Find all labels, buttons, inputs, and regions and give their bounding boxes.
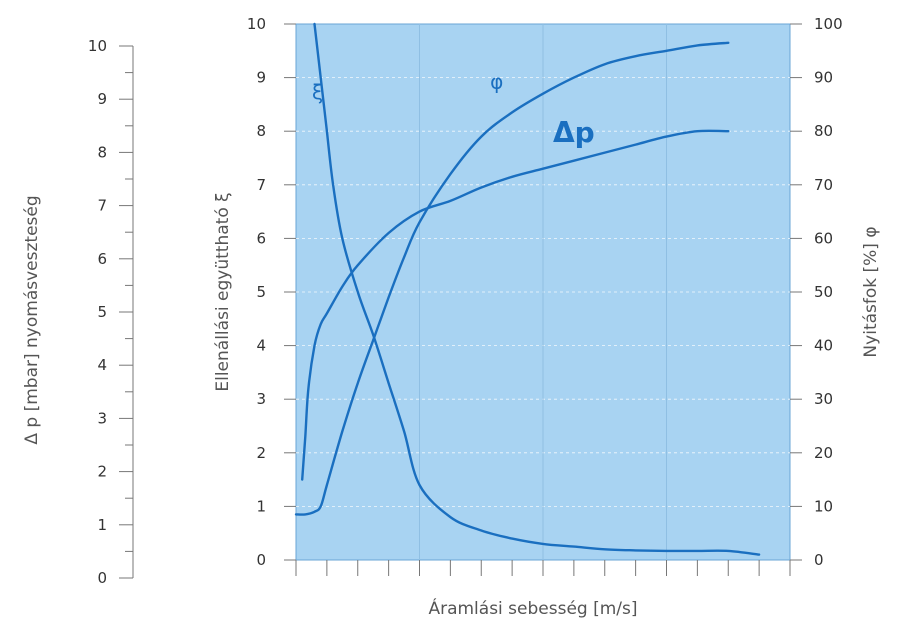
right-tick-label: 40 — [814, 337, 833, 355]
outer-left-tick-label: 9 — [97, 90, 107, 108]
series — [294, 22, 761, 556]
inner-left-tick-label: 2 — [256, 444, 266, 462]
series-label-phi: φ — [490, 69, 503, 93]
right-tick-label: 30 — [814, 390, 833, 408]
series-line-delta-p — [301, 129, 730, 481]
outer-left-tick-label: 8 — [97, 143, 107, 161]
inner-left-tick-label: 5 — [256, 283, 266, 301]
outer-left-tick-label: 0 — [97, 569, 107, 587]
inner-left-tick-label: 0 — [256, 551, 266, 569]
inner-left-tick-label: 8 — [256, 122, 266, 140]
inner-left-tick-label: 1 — [256, 497, 266, 515]
right-tick-label: 90 — [814, 69, 833, 87]
grid — [296, 24, 790, 560]
x-axis-title: Áramlási sebesség [m/s] — [428, 597, 637, 619]
right-tick-label: 100 — [814, 15, 843, 33]
right-tick-label: 0 — [814, 551, 824, 569]
outer-left-tick-label: 5 — [97, 303, 107, 321]
inner-left-tick-label: 9 — [256, 69, 266, 87]
outer-left-tick-label: 2 — [97, 463, 107, 481]
series-label-delta-p: Δp — [553, 116, 595, 149]
outer-left-axis-title: Δ p [mbar] nyomásveszteség — [22, 195, 42, 444]
inner-left-tick-label: 10 — [247, 15, 266, 33]
axes: 0123456789100123456789100102030405060708… — [88, 15, 843, 587]
labels: Áramlási sebesség [m/s] Δ p [mbar] nyomás… — [22, 69, 881, 619]
series-line-xi — [313, 22, 761, 556]
outer-left-tick-label: 10 — [88, 37, 107, 55]
outer-left-tick-label: 1 — [97, 516, 107, 534]
right-tick-label: 10 — [814, 497, 833, 515]
inner-left-tick-label: 6 — [256, 229, 266, 247]
right-tick-label: 80 — [814, 122, 833, 140]
inner-left-tick-label: 7 — [256, 176, 266, 194]
inner-left-tick-label: 3 — [256, 390, 266, 408]
series-line-phi — [294, 41, 730, 516]
outer-left-tick-label: 6 — [97, 250, 107, 268]
right-tick-label: 70 — [814, 176, 833, 194]
right-tick-label: 50 — [814, 283, 833, 301]
inner-left-tick-label: 4 — [256, 337, 266, 355]
series-label-xi: ξ — [312, 80, 323, 104]
inner-left-axis-title: Ellenállási együttható ξ — [213, 192, 233, 391]
right-axis-title: Nyitásfok [%] φ — [861, 226, 881, 357]
outer-left-tick-label: 3 — [97, 409, 107, 427]
right-tick-label: 60 — [814, 229, 833, 247]
right-tick-label: 20 — [814, 444, 833, 462]
outer-left-tick-label: 4 — [97, 356, 107, 374]
outer-left-tick-label: 7 — [97, 197, 107, 215]
